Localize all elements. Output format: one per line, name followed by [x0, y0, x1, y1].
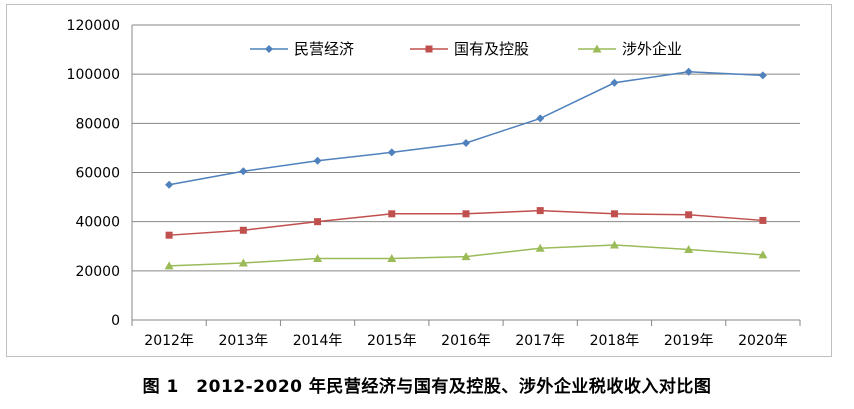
line-chart: 0 20000 40000 60000 80000 100000 120000 2012年 20… [67, 18, 801, 349]
x-tick-label: 2016年 [441, 333, 491, 349]
data-point [387, 254, 397, 263]
data-point [536, 207, 544, 215]
legend-marker [425, 45, 433, 53]
data-point [462, 139, 470, 147]
x-tick-label: 2015年 [367, 333, 417, 349]
data-point [610, 210, 618, 218]
chart-frame [6, 4, 832, 357]
data-point [759, 216, 767, 224]
y-tick-label: 100000 [67, 67, 120, 83]
data-point [313, 254, 323, 263]
data-point [238, 258, 248, 267]
data-point [164, 261, 174, 270]
legend-label: 涉外企业 [622, 40, 682, 58]
data-point [387, 148, 396, 157]
legend-label: 国有及控股 [454, 40, 529, 58]
legend-label: 民营经济 [294, 40, 354, 58]
y-tick-label: 120000 [67, 18, 120, 34]
data-point [684, 244, 694, 253]
y-tick-label: 0 [111, 313, 120, 329]
data-point [536, 114, 545, 123]
x-tick-label: 2012年 [144, 333, 194, 349]
data-point [165, 231, 173, 239]
data-point [388, 210, 396, 218]
x-tick-label: 2019年 [664, 333, 714, 349]
data-point [165, 180, 174, 189]
series-line-1 [168, 70, 763, 186]
x-tick-label: 2013年 [219, 333, 269, 349]
legend-marker [265, 45, 273, 53]
x-tick-label: 2018年 [590, 333, 640, 349]
data-point [758, 71, 767, 80]
y-tick-label: 20000 [75, 264, 120, 280]
data-point [314, 218, 322, 226]
y-tick-label: 60000 [75, 166, 120, 182]
data-point [461, 252, 471, 261]
data-point [239, 167, 248, 176]
figure-caption: 图 1 2012-2020 年民营经济与国有及控股、涉外企业税收收入对比图 [142, 377, 712, 397]
y-tick-label: 80000 [75, 116, 120, 132]
data-point [313, 156, 322, 165]
y-tick-label: 40000 [75, 215, 120, 231]
data-point [685, 211, 693, 219]
x-tick-label: 2017年 [515, 333, 565, 349]
data-point [535, 243, 545, 252]
data-point [609, 240, 619, 249]
x-tick-label: 2014年 [293, 333, 343, 349]
data-point [758, 250, 768, 259]
data-point [462, 210, 470, 218]
data-point [684, 67, 693, 76]
x-tick-label: 2020年 [738, 333, 788, 349]
legend-marker [592, 44, 602, 53]
data-point [239, 226, 247, 234]
data-point [610, 78, 619, 87]
